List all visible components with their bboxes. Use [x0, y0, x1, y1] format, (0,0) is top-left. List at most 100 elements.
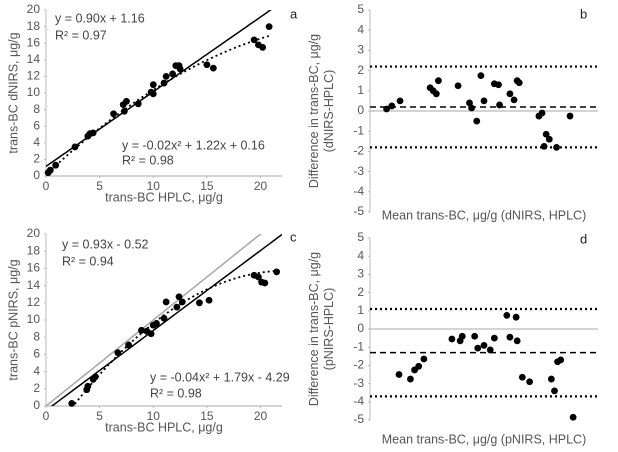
annotation: R² = 0.98	[122, 153, 174, 167]
data-point	[468, 104, 475, 112]
data-point	[518, 373, 526, 381]
data-point	[435, 77, 442, 85]
data-point	[160, 79, 168, 87]
x-tick-label: 10	[147, 179, 161, 193]
data-point	[123, 97, 130, 105]
data-point	[547, 375, 555, 383]
y-tick-label: 12	[27, 69, 41, 83]
data-point	[515, 79, 523, 87]
y-tick-label: 1	[357, 303, 364, 317]
data-point	[540, 142, 548, 150]
y-tick-label: 2	[33, 381, 40, 395]
trendline	[46, 234, 262, 406]
y-axis-label: trans-BC pNIRS, μg/g	[6, 259, 20, 380]
annotation: R² = 0.94	[62, 254, 114, 268]
data-point	[477, 72, 485, 80]
y-axis-label: Difference in trans-BC, μg/g	[307, 252, 321, 406]
y-tick-label: -3	[353, 376, 364, 390]
annotation: y = -0.02x² + 1.22x + 0.16	[122, 138, 265, 152]
y-tick-label: 3	[357, 267, 364, 281]
data-point	[513, 337, 521, 345]
y-tick-label: 2	[357, 285, 364, 299]
data-point	[84, 382, 92, 390]
x-tick-label: 15	[200, 409, 214, 423]
y-tick-label: 20	[27, 2, 41, 16]
y-tick-label: 0	[33, 398, 40, 412]
data-point	[474, 344, 482, 352]
data-point	[566, 112, 574, 120]
annotation: y = 0.90x + 1.16	[55, 11, 145, 25]
y-tick-label: 5	[357, 2, 364, 16]
data-point	[149, 90, 157, 98]
data-point	[178, 298, 186, 306]
x-tick-label: 0	[43, 409, 50, 423]
data-point	[110, 110, 117, 118]
data-point	[259, 43, 267, 51]
data-point	[383, 105, 390, 113]
x-tick-label: 15	[200, 179, 214, 193]
y-tick-label: 6	[33, 347, 40, 361]
data-point	[512, 313, 520, 321]
trendline	[47, 35, 270, 174]
y-tick-label: 3	[357, 43, 364, 57]
y-tick-label: -5	[353, 204, 364, 218]
data-point	[407, 375, 414, 383]
data-point	[114, 349, 122, 357]
y-tick-label: 20	[27, 226, 41, 240]
data-point	[162, 73, 170, 80]
y-axis-label: Difference in trans-BC, μg/g	[307, 34, 321, 188]
x-tick-label: 20	[254, 409, 268, 423]
data-point	[458, 332, 466, 340]
y-axis-label: (dNIRS-HPLC)	[322, 70, 336, 153]
annotation: R² = 0.97	[55, 28, 107, 42]
data-point	[432, 90, 440, 98]
y-tick-label: 0	[33, 168, 40, 182]
y-axis-label: trans-BC dNIRS, μg/g	[6, 32, 20, 153]
y-tick-label: -3	[353, 164, 364, 178]
y-tick-label: -1	[353, 123, 364, 137]
y-tick-label: 4	[357, 22, 364, 36]
y-tick-label: 10	[27, 85, 41, 99]
y-tick-label: -2	[353, 144, 364, 158]
data-point	[496, 101, 503, 109]
data-point	[542, 130, 550, 138]
data-point	[510, 96, 518, 104]
panel: -5 -4 -3 -2 -1 0 1 2 3 4 5 Mean trans-BC, μg/g (pNI…	[307, 230, 598, 446]
y-tick-label: 16	[27, 261, 41, 275]
x-tick-label: 10	[147, 409, 161, 423]
x-tick-label: 20	[254, 179, 268, 193]
data-point	[454, 82, 462, 90]
data-point	[569, 413, 577, 421]
data-point	[273, 268, 281, 276]
panel: -5 -4 -3 -2 -1 0 1 2 3 4 5 Mean trans-BC, μg/g (dNI…	[307, 2, 598, 222]
data-point	[486, 346, 494, 354]
y-tick-label: 2	[33, 152, 40, 166]
x-tick-label: 0	[43, 179, 50, 193]
y-tick-label: 0	[357, 321, 364, 335]
y-tick-label: -1	[353, 339, 364, 353]
y-tick-label: -4	[353, 394, 364, 408]
data-point	[176, 65, 184, 73]
data-point	[120, 107, 128, 115]
data-point	[388, 102, 396, 110]
y-tick-label: 8	[33, 102, 40, 116]
x-axis-label: trans-BC HPLC, μg/g	[105, 190, 223, 204]
data-point	[395, 371, 403, 378]
data-point	[173, 303, 181, 311]
x-axis-label: Mean trans-BC, μg/g (pNIRS, HPLC)	[382, 432, 587, 446]
data-point	[538, 109, 546, 117]
data-point	[134, 100, 142, 108]
data-point	[169, 70, 176, 78]
data-point	[205, 296, 213, 304]
data-point	[52, 161, 60, 169]
data-point	[138, 326, 145, 334]
y-tick-label: 12	[27, 295, 41, 309]
data-point	[503, 311, 511, 319]
panel-label: a	[290, 6, 298, 21]
data-point	[250, 36, 258, 44]
data-point	[448, 335, 456, 343]
data-point	[91, 373, 99, 381]
y-tick-label: 6	[33, 118, 40, 132]
